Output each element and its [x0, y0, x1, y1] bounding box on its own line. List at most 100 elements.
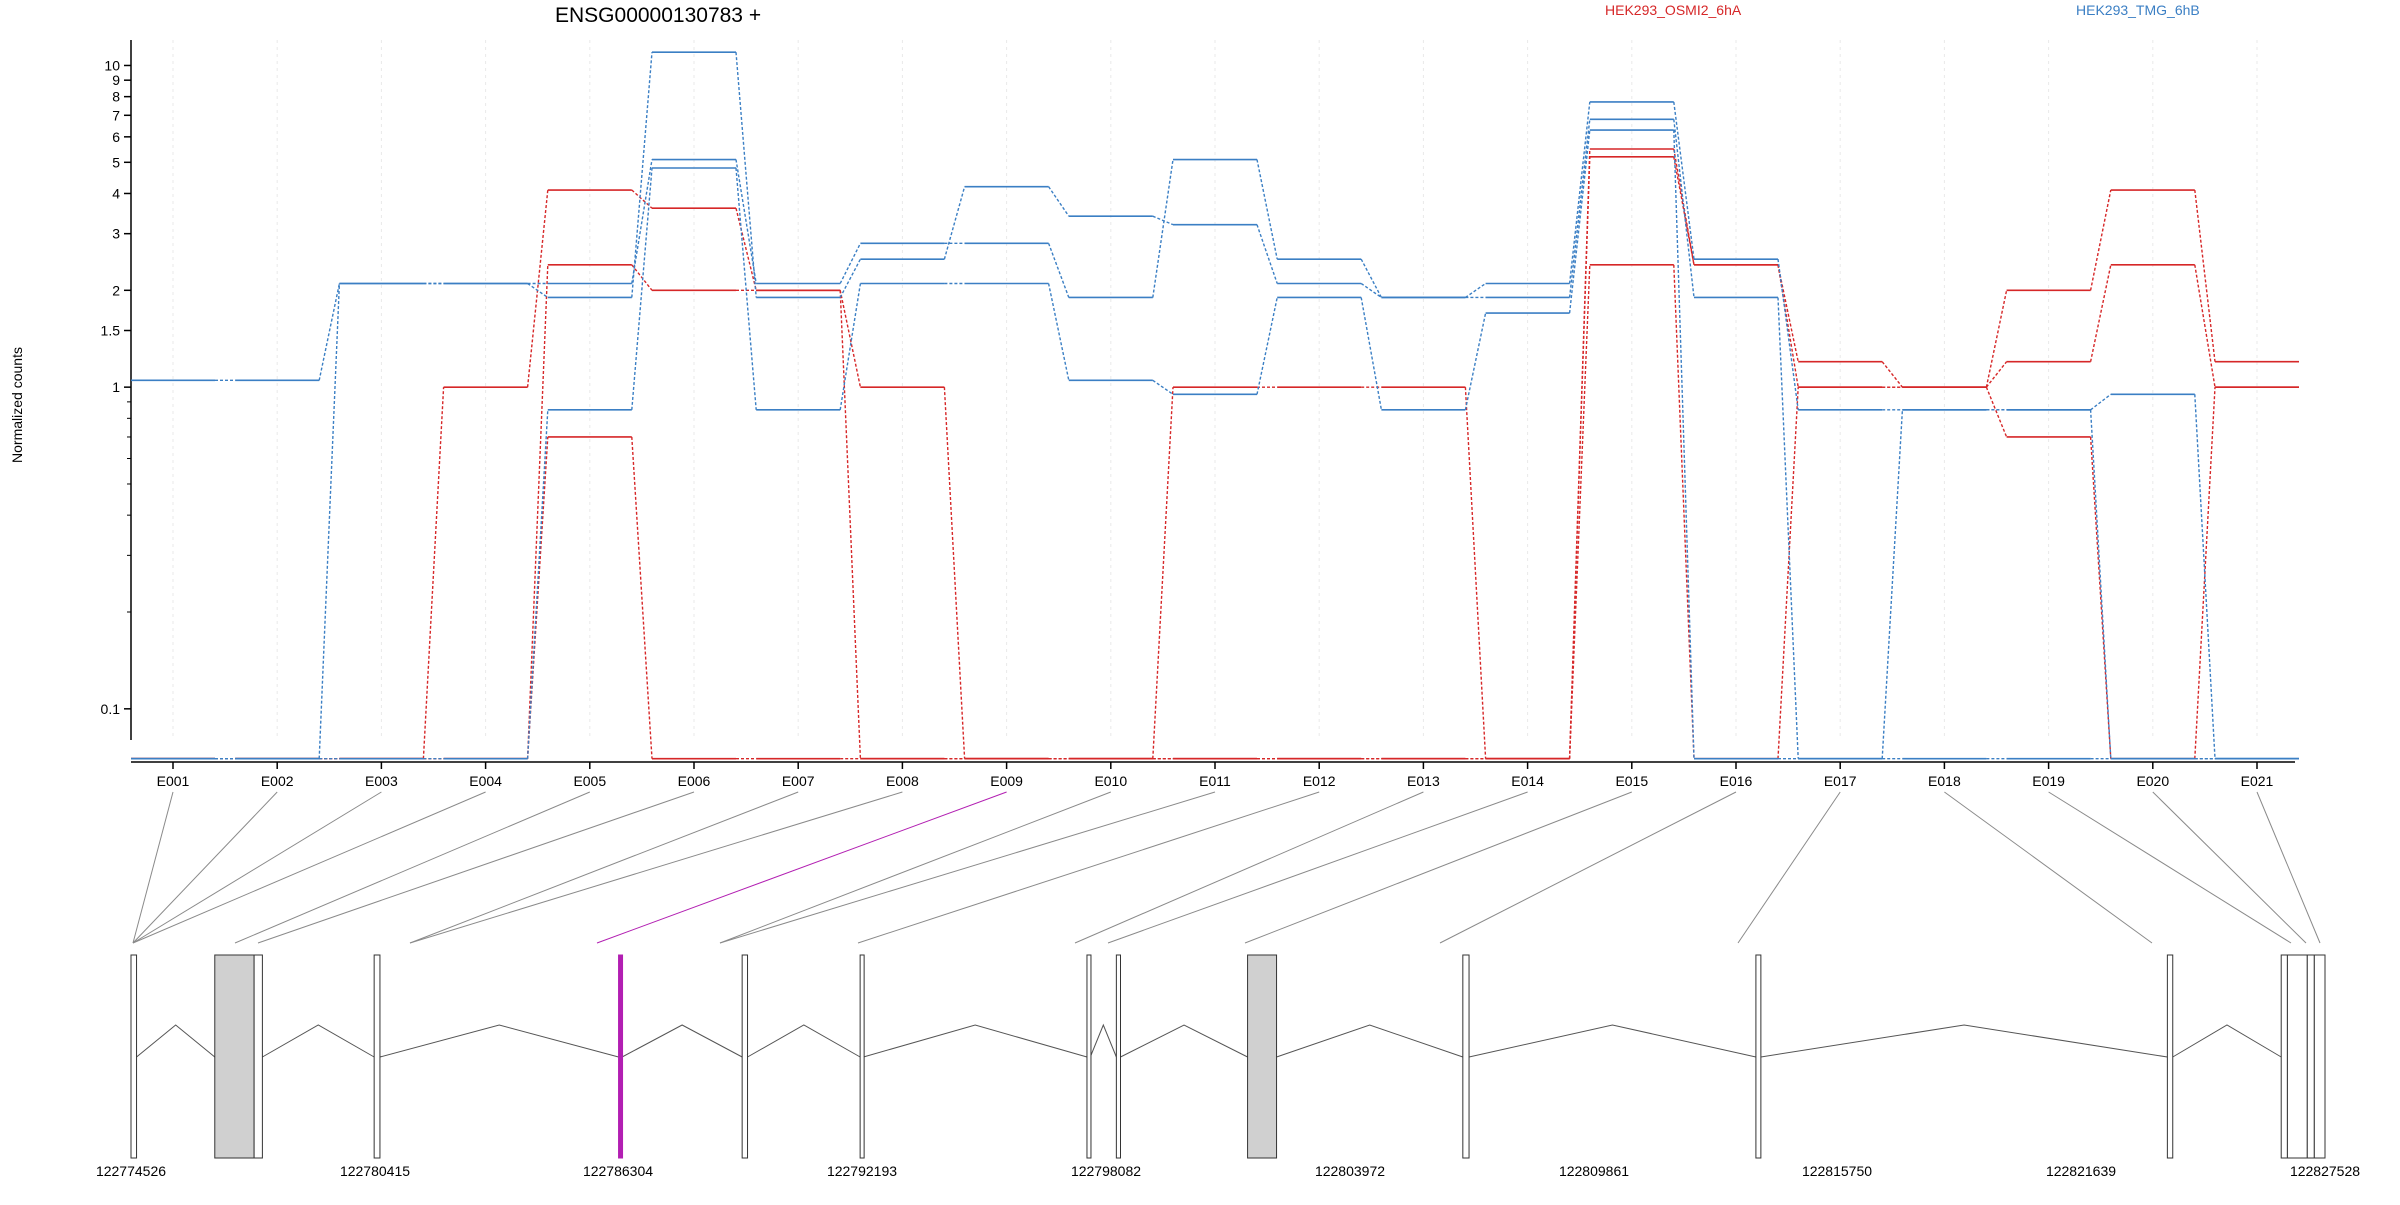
intron-line — [379, 1024, 619, 1058]
y-tick-label: 9 — [112, 72, 120, 88]
exon-connector — [132, 791, 382, 944]
transition-segment — [1985, 290, 2008, 388]
exon-connector — [2152, 791, 2307, 944]
exon-connector — [132, 791, 486, 944]
exon-connector — [409, 791, 903, 944]
transition-segment — [1256, 297, 1278, 395]
transition-segment — [1152, 215, 1174, 226]
exon-connector — [1439, 791, 1737, 944]
exon-block — [1086, 954, 1092, 1159]
genome-coordinate-label: 122798082 — [1071, 1163, 1141, 1179]
exon-block — [2306, 954, 2315, 1159]
genome-coordinate-axis: 122774526 122780415 122786304 122792193 1227… — [96, 1163, 2360, 1179]
exon-block — [1755, 954, 1762, 1159]
transition-segment — [1985, 386, 2008, 438]
genome-coordinate-label: 122780415 — [340, 1163, 410, 1179]
y-tick-label: 10 — [104, 57, 120, 73]
transition-segment — [839, 258, 862, 298]
gene-model — [130, 954, 2326, 1159]
genome-coordinate-label: 122821639 — [2046, 1163, 2116, 1179]
exon-connector — [1074, 791, 1424, 944]
exon-block — [253, 954, 263, 1159]
transition-segment — [1256, 224, 1278, 284]
x-tick-label: E013 — [1407, 773, 1440, 789]
transition-segment — [735, 208, 757, 291]
x-tick-label: E018 — [1928, 773, 1961, 789]
series-layer — [131, 51, 2299, 760]
transition-segment — [526, 409, 549, 759]
intron-line — [747, 1024, 861, 1058]
exon-connector — [132, 791, 174, 944]
y-tick-label: 7 — [112, 107, 120, 123]
transition-segment — [1464, 387, 1487, 759]
transition-segment — [2090, 393, 2112, 411]
x-tick-label: E020 — [2136, 773, 2169, 789]
transition-segment — [1360, 282, 1382, 299]
transition-segment — [1465, 282, 1486, 299]
transition-segment — [2194, 387, 2216, 759]
transition-segment — [2194, 394, 2216, 759]
genome-coordinate-label: 122827528 — [2290, 1163, 2360, 1179]
transition-segment — [1881, 409, 1904, 759]
transition-segment — [839, 242, 862, 284]
transition-segment — [526, 264, 549, 759]
transition-segment — [1047, 283, 1070, 381]
transition-segment — [1047, 243, 1070, 298]
transition-segment — [422, 387, 445, 759]
x-tick-label: E006 — [678, 773, 711, 789]
y-tick-label: 5 — [112, 154, 120, 170]
intron-line — [262, 1024, 375, 1058]
exon-block — [1115, 954, 1121, 1159]
transition-segment — [943, 186, 966, 260]
transition-segment — [1673, 101, 1695, 260]
exon-connector — [2256, 791, 2321, 944]
transition-segment — [1048, 186, 1070, 217]
x-tick-label: E010 — [1094, 773, 1127, 789]
transition-segment — [631, 264, 653, 291]
intron-line — [863, 1024, 1088, 1058]
transition-segment — [1568, 148, 1591, 759]
exon-connector — [132, 791, 278, 944]
y-tick-label: 1.5 — [101, 323, 121, 339]
genome-coordinate-label: 122809861 — [1559, 1163, 1629, 1179]
y-axis-label: Normalized counts — [9, 347, 25, 463]
transition-segment — [631, 52, 653, 298]
grid-layer — [172, 40, 2258, 740]
transition-segment — [735, 159, 757, 284]
transition-segment — [1673, 156, 1695, 265]
genome-coordinate-label: 122803972 — [1315, 1163, 1385, 1179]
transition-segment — [1568, 264, 1591, 759]
exon-connector — [1244, 791, 1632, 944]
transition-segment — [1673, 264, 1695, 759]
x-tick-label: E014 — [1511, 773, 1544, 789]
transition-segment — [735, 52, 757, 298]
intron-line — [2172, 1024, 2282, 1058]
transition-segment — [1777, 297, 1799, 759]
intron-line — [1468, 1024, 1757, 1058]
x-tick-label: E019 — [2032, 773, 2065, 789]
transition-segment — [1568, 101, 1591, 284]
exon-connector — [719, 791, 1111, 944]
x-axis: E001 E002 E003 E004 E005 E006 E007 E008 E009 E010… — [131, 761, 2295, 789]
intron-line — [1089, 1023, 1117, 1058]
exon-block — [2286, 954, 2308, 1159]
transition-segment — [839, 290, 862, 759]
x-tick-label: E007 — [782, 773, 815, 789]
exon-block — [130, 954, 138, 1159]
y-tick-label: 3 — [112, 226, 120, 242]
x-tick-label: E021 — [2241, 773, 2274, 789]
transition-segment — [1985, 361, 2008, 388]
y-tick-label: 1 — [112, 379, 120, 395]
transition-segment — [1152, 379, 1174, 395]
x-tick-label: E003 — [365, 773, 398, 789]
transition-segment — [1152, 387, 1174, 759]
transition-segment — [631, 167, 653, 410]
exon-connector — [2048, 791, 2292, 944]
transition-segment — [631, 159, 653, 284]
exon-connector — [857, 791, 1320, 944]
transition-segment — [318, 283, 341, 381]
transition-segment — [1152, 159, 1174, 298]
legend-label-tmg: HEK293_TMG_6hB — [2076, 2, 2200, 18]
